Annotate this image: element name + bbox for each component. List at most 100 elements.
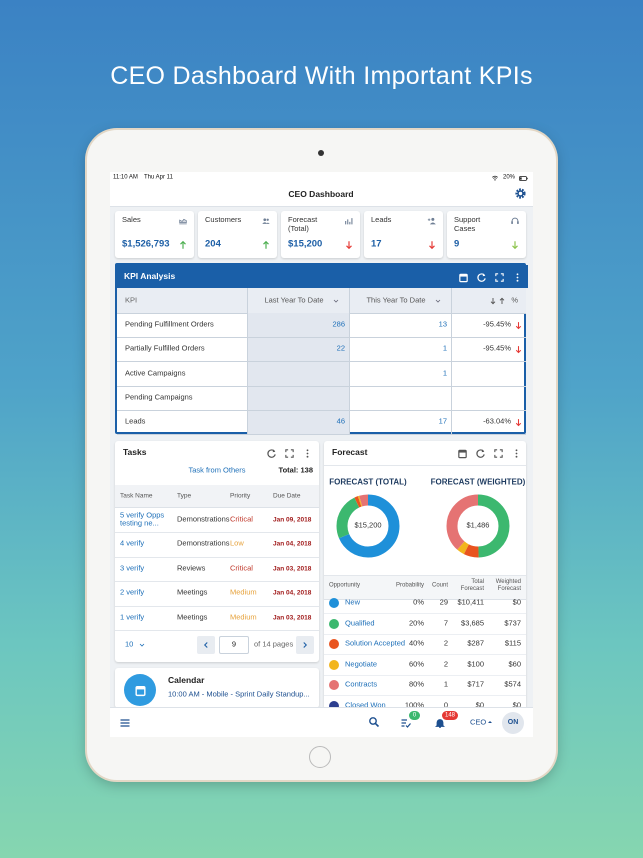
forecast-probability: 20% [408,618,424,628]
dots-icon [515,448,517,458]
column-header[interactable]: This Year To Date [366,295,426,305]
calendar-title: Calendar [168,675,205,686]
up-icon [180,240,186,249]
bottom-bar: 0 148 CEO ON [110,707,533,737]
gear-icon[interactable] [514,187,527,200]
panel-header [117,265,528,288]
kpi-card[interactable]: Customers 204 [198,211,277,258]
task-priority: Medium [230,587,257,597]
opportunity-name[interactable]: New [345,597,361,607]
legend-dot [329,700,339,711]
task-name[interactable]: 5 verify Opps testing ne... [120,509,165,528]
menu-icon[interactable] [119,717,131,729]
forecast-panel: Forecast FORECAST (TOTAL) $15,200 FORECAST … [324,441,526,711]
forecast-weighted: $115 [504,638,521,648]
next-button[interactable] [296,636,314,654]
forecast-count: 7 [443,618,448,628]
task-name[interactable]: 1 verify [120,612,145,622]
role-selector[interactable]: CEO [470,717,487,727]
task-filter[interactable]: Task from Others [188,465,246,475]
tasks-panel: Tasks Task from Others Total: 138 Task Name… [115,441,319,662]
donut-segment[interactable] [336,494,400,558]
kpi-card[interactable]: Forecast (Total) $15,200 [281,211,360,258]
donut-title: FORECAST (TOTAL) [329,477,407,487]
task-priority: Critical [230,514,253,524]
row-line [117,434,526,436]
task-due-date: Jan 04, 2018 [273,589,312,597]
calendar-badge [124,674,156,706]
task-name[interactable]: 3 verify [120,563,145,573]
opportunity-name[interactable]: Closed Won [345,700,386,710]
task-type: Meetings [177,587,208,597]
prev-button[interactable] [197,636,215,654]
task-priority: Medium [230,612,257,622]
opportunity-name[interactable]: Contracts [345,679,378,689]
dots-icon [306,448,308,458]
refresh-icon [476,272,486,282]
kpi-analysis-panel: KPI Analysis KPI Last Year To Date This Yea… [115,263,528,436]
kpi-card[interactable]: Support Cases 9 [447,211,526,258]
app-header: 11:10 AM Thu Apr 11 20% CEO Dashboard [110,172,533,207]
status-time: 11:10 AM [113,174,138,181]
opportunity-name[interactable]: Solution Accepted [345,638,406,648]
task-name[interactable]: 2 verify [120,587,145,597]
sales-icon [179,218,187,225]
donut-segment[interactable] [336,494,400,558]
row-line [324,695,526,696]
donut-segment[interactable] [446,494,510,558]
bell-icon[interactable] [434,717,446,729]
headset-icon [511,217,519,224]
task-total: Total: 138 [278,465,313,475]
forecast-weighted: $60 [508,659,521,669]
search-icon[interactable] [368,716,380,728]
column-header[interactable]: Due Date [273,492,301,500]
task-type: Demonstrations [177,514,230,524]
forecast-count: 0 [443,700,448,710]
column-header[interactable]: Type [177,492,192,500]
kpi-value: 204 [205,238,221,250]
page-input[interactable] [219,636,249,654]
kpi-card[interactable]: Leads 17 [364,211,443,258]
avatar-initials[interactable]: ON [507,718,519,726]
page-size[interactable]: 10 [125,639,134,649]
calendar-event[interactable]: 10:00 AM - Mobile - Sprint Daily Standup… [168,689,310,699]
this-year-value: 1 [442,343,447,353]
forecast-weighted: $737 [504,618,521,628]
camera [318,150,324,156]
column-header[interactable]: Last Year To Date [264,295,324,305]
this-year-value: 17 [438,416,447,426]
row-line [117,385,526,387]
change-percent: -95.45% [483,343,511,353]
page-count: of 14 pages [254,639,294,649]
column-line [451,288,452,434]
column-header: Count [431,582,448,589]
column-header[interactable]: Task Name [120,492,153,500]
task-due-date: Jan 03, 2018 [273,614,312,622]
donut-center-label: $1,486 [466,520,490,530]
left-icon [203,642,208,648]
task-type: Demonstrations [177,538,230,548]
kpi-name: Pending Campaigns [125,392,193,402]
check-icon[interactable] [400,717,412,729]
this-year-value: 1 [442,368,447,378]
column-header: Opportunity [329,582,361,589]
column-header: Probability [395,582,424,589]
addperson-icon [427,217,436,225]
down-icon [512,241,518,250]
kpi-value: $15,200 [288,238,323,250]
column-header[interactable]: Priority [230,492,251,500]
opportunity-name[interactable]: Qualified [345,618,375,628]
donut-segment[interactable] [446,494,510,558]
kpi-label: Sales [122,215,141,224]
opportunity-name[interactable]: Negotiate [345,659,378,669]
refresh-icon [266,448,276,458]
task-priority: Critical [230,563,253,573]
forecast-count: 29 [439,597,448,607]
task-type: Meetings [177,612,208,622]
kpi-card[interactable]: Sales $1,526,793 [115,211,194,258]
column-shade [247,313,349,434]
row-line [117,361,526,363]
kpi-name: Partially Fulfilled Orders [125,343,205,353]
row-line [115,532,319,533]
task-name[interactable]: 4 verify [120,538,145,548]
